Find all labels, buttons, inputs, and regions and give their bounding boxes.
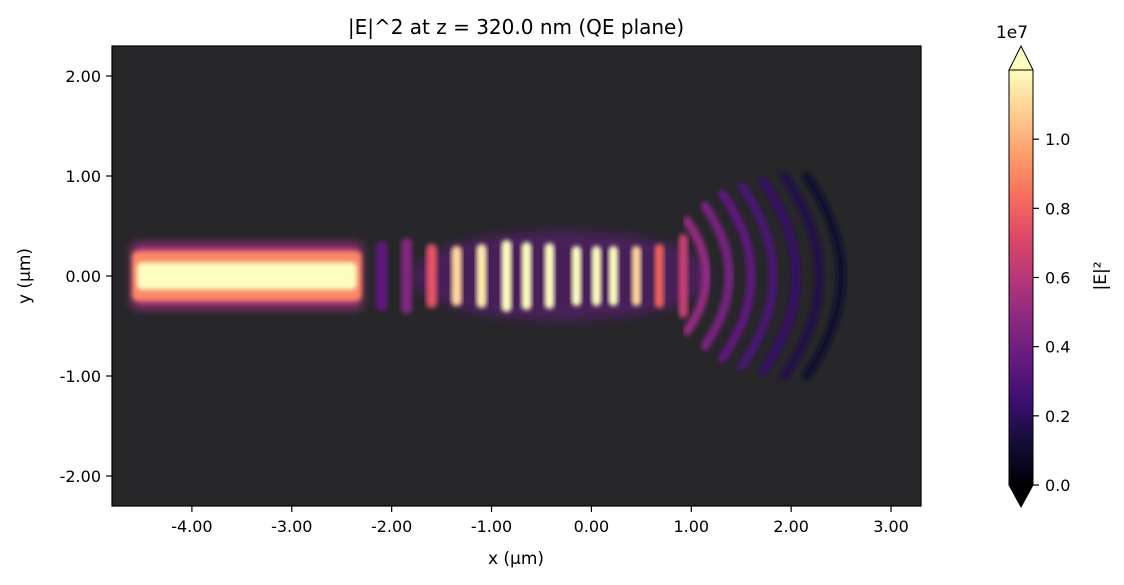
x-tick-label: 2.00 bbox=[773, 517, 809, 536]
waveguide-core bbox=[136, 262, 357, 290]
fringe bbox=[737, 181, 778, 371]
x-axis-ticks: -4.00 -3.00 -2.00 -1.00 0.00 1.00 2.00 3.00 bbox=[171, 506, 909, 536]
x-tick-label: -4.00 bbox=[171, 517, 212, 536]
x-tick-label: -1.00 bbox=[471, 517, 512, 536]
heatmap-field bbox=[131, 171, 846, 381]
y-axis-ticks: -2.00 -1.00 0.00 1.00 2.00 bbox=[60, 67, 112, 486]
fringe bbox=[608, 246, 619, 306]
x-tick-label: -2.00 bbox=[371, 517, 412, 536]
colorbar-tick-label: 0.0 bbox=[1045, 476, 1070, 495]
fringe bbox=[758, 176, 801, 376]
colorbar-extend-bottom bbox=[1008, 484, 1034, 509]
colorbar-label: |E|² bbox=[1091, 261, 1111, 290]
fringe bbox=[678, 234, 688, 318]
colorbar-multiplier: 1e7 bbox=[996, 23, 1028, 43]
y-tick-label: 1.00 bbox=[65, 167, 101, 186]
fringe bbox=[521, 242, 532, 310]
colorbar: 0.0 0.2 0.4 0.6 0.8 1.0 1e7 |E|² bbox=[996, 23, 1111, 509]
y-tick-label: 2.00 bbox=[65, 67, 101, 86]
y-tick-label: -2.00 bbox=[60, 467, 101, 486]
colorbar-gradient bbox=[1009, 70, 1033, 485]
fringe bbox=[451, 246, 462, 306]
fringe bbox=[376, 241, 388, 311]
x-tick-label: 1.00 bbox=[673, 517, 709, 536]
fringe bbox=[501, 240, 512, 312]
fringe bbox=[426, 244, 437, 308]
fringe bbox=[544, 243, 555, 309]
fringe bbox=[631, 246, 642, 306]
chart-title: |E|^2 at z = 320.0 nm (QE plane) bbox=[348, 15, 684, 39]
y-axis-label: y (µm) bbox=[15, 248, 35, 304]
y-tick-label: -1.00 bbox=[60, 367, 101, 386]
colorbar-tick-label: 0.4 bbox=[1045, 338, 1070, 357]
colorbar-tick-label: 0.6 bbox=[1045, 269, 1070, 288]
colorbar-tick-label: 1.0 bbox=[1045, 130, 1070, 149]
x-axis-label: x (µm) bbox=[488, 549, 544, 569]
colorbar-extend-top bbox=[1008, 44, 1034, 71]
fringe bbox=[780, 171, 824, 381]
fringe bbox=[571, 246, 582, 306]
colorbar-tick-label: 0.2 bbox=[1045, 407, 1070, 426]
fringe bbox=[718, 189, 756, 363]
colorbar-ticks: 0.0 0.2 0.4 0.6 0.8 1.0 bbox=[1033, 130, 1070, 495]
y-tick-label: 0.00 bbox=[65, 267, 101, 286]
fringe bbox=[700, 201, 734, 351]
fringe bbox=[802, 172, 846, 380]
x-tick-label: 0.00 bbox=[574, 517, 610, 536]
fringe bbox=[401, 238, 413, 314]
fringe bbox=[476, 244, 487, 308]
fringe bbox=[654, 244, 664, 308]
fringe bbox=[591, 246, 602, 306]
fringe bbox=[682, 216, 711, 336]
x-tick-label: 3.00 bbox=[873, 517, 909, 536]
colorbar-tick-label: 0.8 bbox=[1045, 199, 1070, 218]
x-tick-label: -3.00 bbox=[271, 517, 312, 536]
